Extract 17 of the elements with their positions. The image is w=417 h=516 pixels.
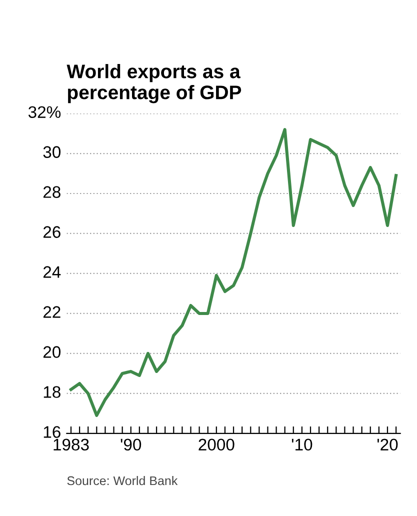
- x-tick-label: '10: [292, 438, 312, 451]
- x-tick-label: '20: [377, 438, 398, 451]
- line-series: [69, 128, 398, 417]
- y-tick-label: 18: [44, 386, 60, 398]
- y-tick-label: 20: [43, 346, 61, 358]
- x-tick-label: 1983: [54, 438, 89, 451]
- y-tick-label: 28: [43, 186, 60, 198]
- y-tick-label: 24: [43, 266, 61, 278]
- y-tick-label: 30: [43, 146, 61, 158]
- y-tick-label: 26: [43, 226, 60, 238]
- x-tick-label: 2000: [198, 438, 234, 451]
- y-tick-label: 22: [43, 306, 60, 318]
- source-note: Source: World Bank: [67, 476, 178, 486]
- x-tick-label: '90: [120, 438, 142, 451]
- y-tick-label: 16: [44, 426, 60, 438]
- chart-title: World exports as a percentage of GDP: [66, 64, 242, 104]
- y-tick-label: 32%: [28, 106, 61, 118]
